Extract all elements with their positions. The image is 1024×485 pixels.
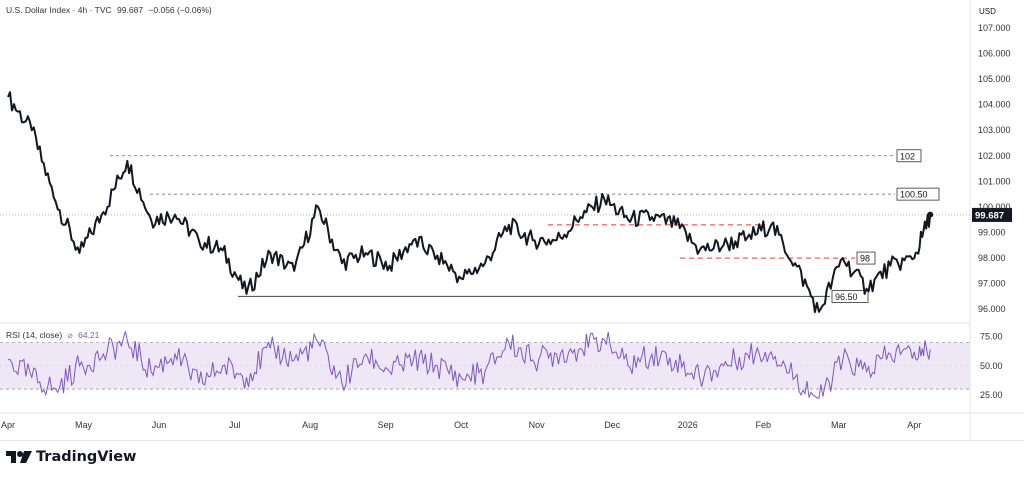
annotations: 102 100.50 98 96.50 99.687 [0, 149, 1012, 303]
brand-logo[interactable]: TradingView [6, 449, 136, 465]
time-tick-label: Dec [604, 420, 621, 430]
level-label-box [896, 187, 940, 201]
change-label: −0.056 (−0.06%) [148, 5, 212, 15]
level-label-box [896, 149, 922, 163]
price-tick-label: 97.000 [978, 279, 1006, 289]
price-tick-label: 103.000 [978, 125, 1011, 135]
last-price-tag-label: 99.687 [975, 210, 1004, 221]
time-tick-label: Aug [302, 420, 318, 430]
price-last-point [927, 211, 934, 218]
time-tick-label: Apr [1, 420, 15, 430]
level-label: 96.50 [835, 292, 858, 302]
price-tick-label: 101.000 [978, 176, 1011, 186]
level-label: 98 [860, 254, 870, 264]
chart-header: U.S. Dollar Index · 4h · TVC 99.687 −0.0… [6, 5, 215, 15]
time-tick-label: Apr [907, 420, 921, 430]
brand-name: TradingView [36, 449, 137, 465]
time-tick-label: 2026 [678, 420, 698, 430]
rsi-header: RSI (14, close) ⌀ 64.21 [6, 330, 99, 341]
time-tick-label: Sep [378, 420, 394, 430]
time-tick-label: May [75, 420, 93, 430]
price-axis[interactable]: USD 107.000 106.000 105.000 104.000 103.000 10… [978, 7, 1011, 314]
price-axis-unit: USD [979, 7, 996, 16]
price-tick-label: 99.000 [978, 227, 1006, 237]
rsi-line [7, 331, 931, 400]
price-tick-label: 98.000 [978, 253, 1006, 263]
rsi-band-group [0, 342, 970, 390]
price-tick-label: 104.000 [978, 100, 1011, 110]
level-label-box [831, 290, 869, 303]
rsi-tick-label: 50.00 [980, 361, 1003, 371]
last-price-tag [972, 207, 1012, 222]
last-price-label: 99.687 [117, 5, 144, 15]
rsi-axis[interactable]: 75.00 50.00 25.00 [980, 332, 1003, 400]
price-tick-label: 102.000 [978, 151, 1011, 161]
footer-divider [0, 440, 1024, 441]
time-axis[interactable]: Apr May Jun Jul Aug Sep Oct Nov Dec 2026 Feb Mar Apr [1, 420, 921, 430]
level-label-box [856, 251, 876, 265]
level-label: 100.50 [900, 190, 928, 200]
rsi-series [7, 331, 931, 400]
time-tick-label: Mar [831, 420, 847, 430]
price-tick-label: 106.000 [978, 48, 1011, 58]
price-tick-label: 100.000 [978, 202, 1011, 212]
time-tick-label: Jul [229, 420, 241, 430]
rsi-tick-label: 25.00 [980, 390, 1003, 400]
level-label: 102 [900, 151, 915, 161]
symbol-label[interactable]: U.S. Dollar Index · 4h · TVC [6, 5, 112, 15]
price-tick-label: 96.000 [978, 304, 1006, 314]
time-tick-label: Feb [755, 420, 771, 430]
rsi-settings-icon[interactable]: ⌀ [67, 330, 73, 340]
price-line [7, 91, 932, 314]
time-tick-label: Jun [152, 420, 167, 430]
price-tick-label: 107.000 [978, 23, 1011, 33]
time-tick-label: Nov [529, 420, 546, 430]
time-tick-label: Oct [454, 420, 469, 430]
price-tick-label: 105.000 [978, 74, 1011, 84]
rsi-value-label: 64.21 [78, 330, 100, 340]
price-series [7, 91, 934, 314]
rsi-tick-label: 75.00 [980, 332, 1003, 342]
tradingview-logo-icon [6, 451, 32, 463]
rsi-indicator-label[interactable]: RSI (14, close) [6, 330, 63, 340]
